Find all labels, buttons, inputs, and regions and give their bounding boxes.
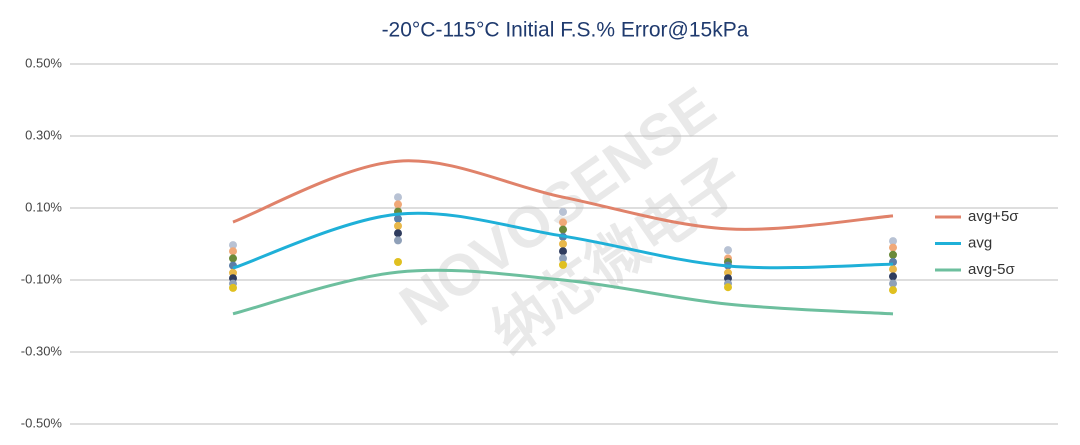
sample-point (229, 241, 237, 250)
sample-point (889, 279, 897, 288)
series-line (232, 159, 894, 231)
sample-point (229, 254, 237, 263)
sample-point (889, 286, 897, 295)
y-tick-label: 0.10% (25, 199, 62, 214)
sample-point (229, 283, 237, 292)
sample-point (229, 247, 237, 256)
legend-label: avg-5σ (968, 261, 1016, 278)
sample-point (394, 193, 402, 202)
sample-point (394, 229, 402, 238)
sample-point (559, 240, 567, 248)
sample-point (394, 258, 402, 266)
sample-point (394, 214, 402, 223)
sample-point (889, 272, 897, 281)
legend-label: avg+5σ (968, 208, 1019, 225)
series-line (232, 211, 894, 270)
series-line (232, 268, 894, 316)
sample-point (394, 200, 402, 209)
y-tick-label: -0.50% (21, 415, 63, 430)
y-tick-label: 0.30% (25, 127, 62, 142)
sample-point (559, 260, 567, 269)
y-tick-label: 0.50% (25, 55, 62, 70)
sample-point (559, 218, 567, 227)
sample-point (559, 247, 567, 256)
sample-point (889, 237, 897, 246)
sample-point (394, 236, 402, 245)
y-tick-label: -0.10% (21, 271, 63, 286)
sample-point (889, 265, 897, 274)
sample-point (559, 207, 567, 216)
sample-point (889, 243, 897, 252)
chart-title: -20°C-115°C Initial F.S.% Error@15kPa (382, 19, 749, 42)
y-tick-label: -0.30% (21, 343, 63, 358)
sample-point (394, 222, 402, 230)
sample-point (724, 246, 732, 255)
sample-point (724, 283, 732, 292)
sample-point (559, 254, 567, 263)
sample-point (889, 250, 897, 259)
sample-point (559, 225, 567, 234)
legend-label: avg (968, 234, 992, 251)
